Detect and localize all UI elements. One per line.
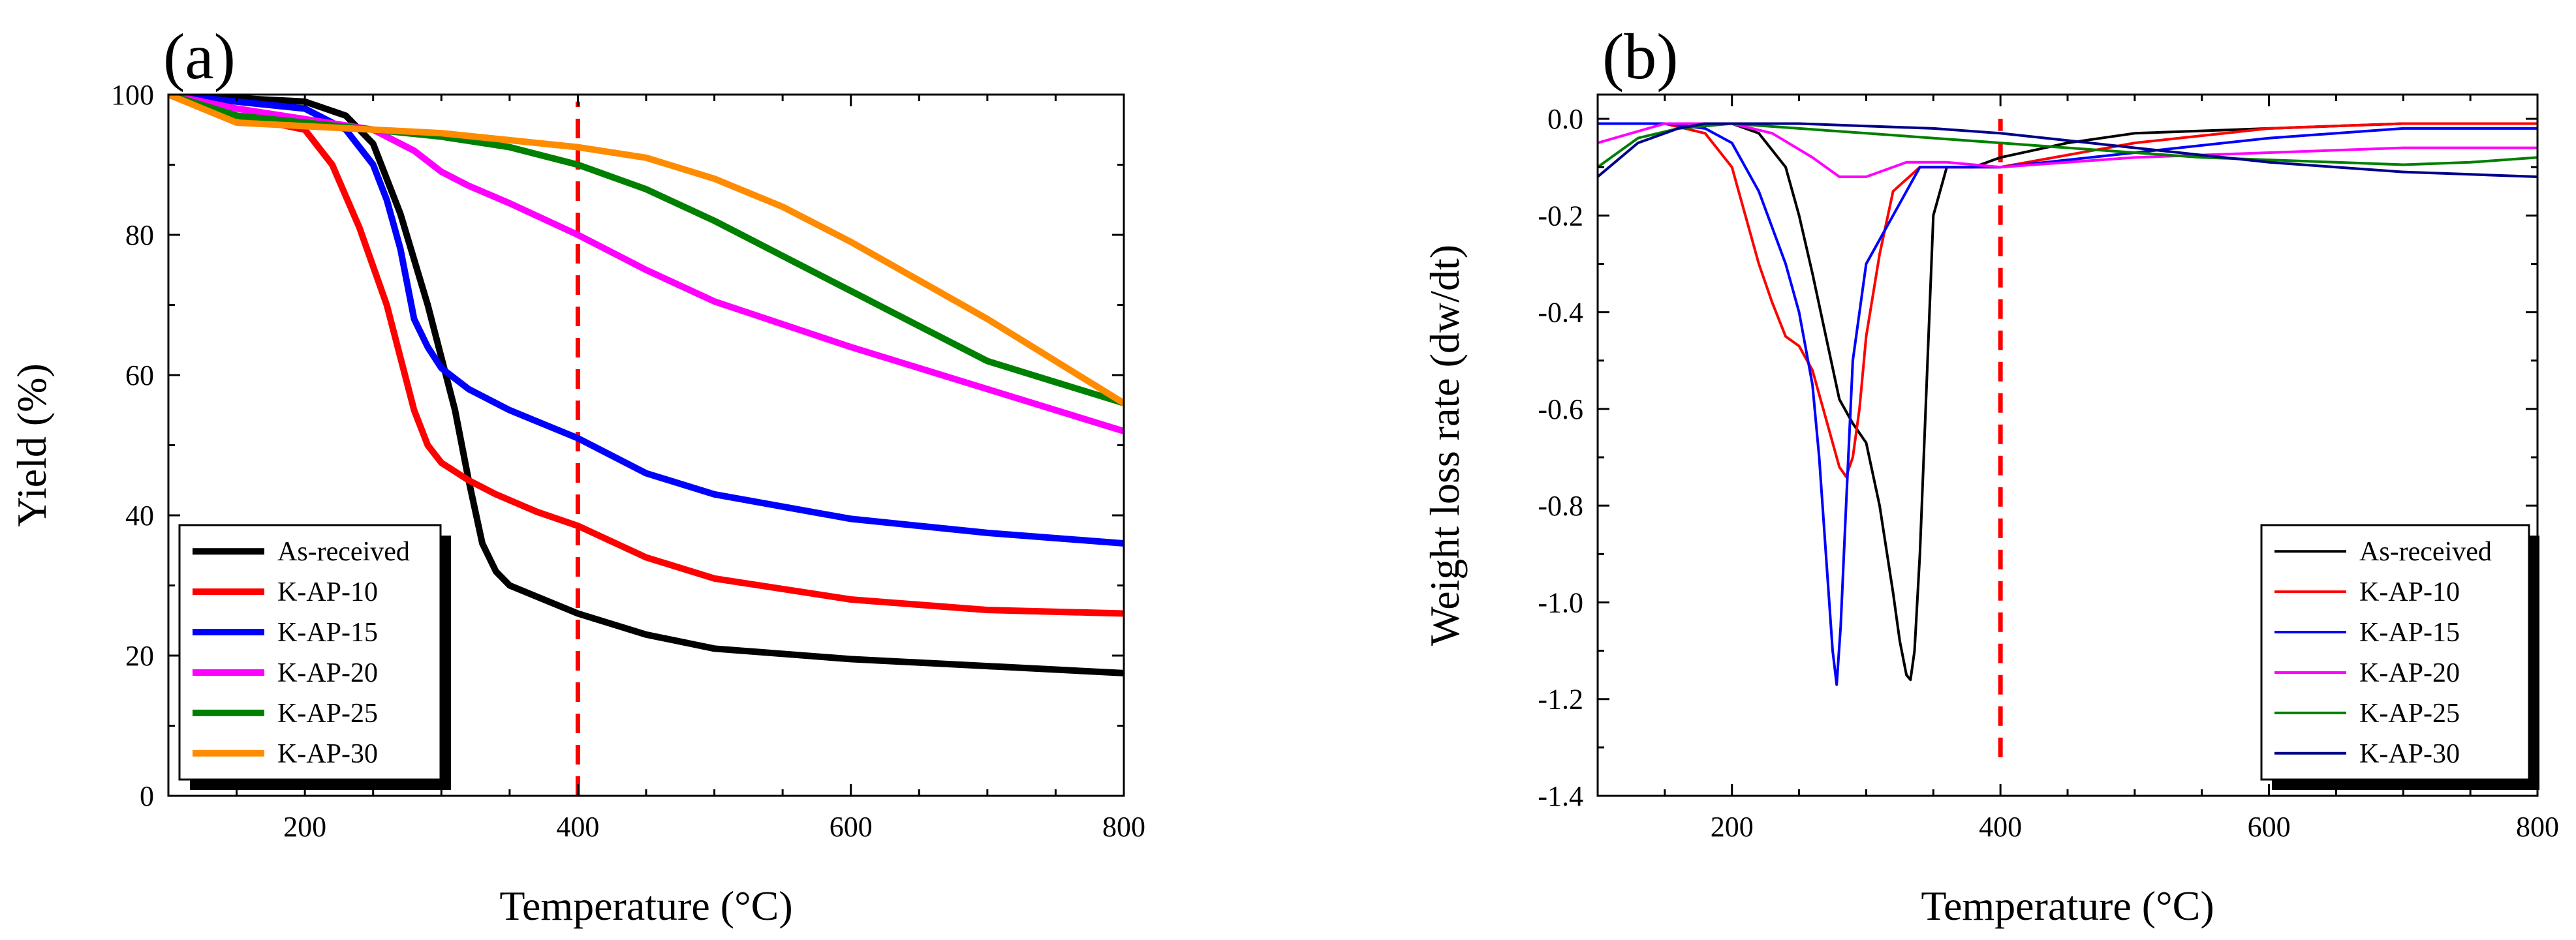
series-line-k-ap-25 — [1598, 122, 2537, 169]
series-line-k-ap-15 — [168, 95, 1124, 547]
x-tick-label: 800 — [2516, 811, 2559, 843]
series-group — [1598, 122, 2537, 686]
y-axis-title: Yield (%) — [8, 363, 55, 527]
legend-label-as-received: As-received — [277, 537, 410, 567]
series-line-k-ap-30 — [1598, 122, 2537, 178]
x-tick-label: 800 — [1102, 811, 1145, 843]
y-tick-label: -0.6 — [1538, 393, 1583, 425]
series-line-as-received — [1598, 122, 2537, 682]
x-tick-label: 400 — [556, 811, 599, 843]
y-axis-title: Weight loss rate (dw/dt) — [1421, 245, 1468, 646]
x-tick-label: 200 — [283, 811, 326, 843]
legend-box — [178, 524, 442, 781]
y-tick-label: -1.2 — [1538, 684, 1583, 716]
panel-label-a: (a) — [163, 20, 236, 93]
legend-label-k-ap-15: K-AP-15 — [2359, 618, 2460, 648]
y-tick-label: 20 — [125, 640, 154, 672]
legend-label-k-ap-25: K-AP-25 — [2359, 699, 2460, 729]
y-tick-label: 0.0 — [1547, 103, 1583, 135]
chart-panel-a: 200 400 600 800 0 20 40 60 80 100 Temperature (°C)… — [8, 79, 1145, 929]
y-tick-label: -0.8 — [1538, 490, 1583, 522]
x-tick-label: 400 — [1979, 811, 2022, 843]
legend-label-k-ap-30: K-AP-30 — [2359, 739, 2460, 769]
legend-label-k-ap-20: K-AP-20 — [2359, 658, 2460, 688]
x-tick-label: 600 — [830, 811, 873, 843]
x-axis-title: Temperature (°C) — [1921, 883, 2214, 929]
series-line-k-ap-10 — [168, 95, 1124, 617]
series-line-k-ap-20 — [168, 95, 1124, 434]
y-tick-label: 60 — [125, 359, 154, 391]
y-tick-label: -1.0 — [1538, 586, 1583, 618]
y-tick-label: 80 — [125, 219, 154, 251]
legend-label-k-ap-25: K-AP-25 — [277, 699, 378, 729]
legend-box — [2260, 524, 2530, 781]
series-group — [168, 95, 1124, 676]
series-line-k-ap-30 — [168, 95, 1124, 406]
chart-panel-b: 200 400 600 800 0.0 -0.2 -0.4 -0.6 -0.8 -1.0 -1.2 -… — [1421, 93, 2559, 929]
y-tick-label: -1.4 — [1538, 780, 1583, 812]
legend-label-k-ap-20: K-AP-20 — [277, 658, 378, 688]
legend-label-k-ap-10: K-AP-10 — [277, 577, 378, 607]
series-line-k-ap-10 — [1598, 122, 2537, 478]
series-line-as-received — [168, 95, 1124, 676]
legend-label-k-ap-10: K-AP-10 — [2359, 577, 2460, 607]
x-tick-label: 200 — [1711, 811, 1754, 843]
series-line-k-ap-20 — [1598, 122, 2537, 178]
x-axis-title: Temperature (°C) — [499, 883, 792, 929]
panel-label-b: (b) — [1602, 20, 1679, 93]
y-tick-label: 0 — [140, 780, 154, 812]
legend-label-as-received: As-received — [2359, 537, 2492, 567]
y-tick-label: 100 — [111, 79, 154, 111]
legend-label-k-ap-15: K-AP-15 — [277, 618, 378, 648]
y-tick-label: 40 — [125, 500, 154, 532]
y-tick-label: -0.2 — [1538, 200, 1583, 232]
x-tick-label: 600 — [2248, 811, 2291, 843]
legend-label-k-ap-30: K-AP-30 — [277, 739, 378, 769]
y-tick-label: -0.4 — [1538, 297, 1583, 329]
